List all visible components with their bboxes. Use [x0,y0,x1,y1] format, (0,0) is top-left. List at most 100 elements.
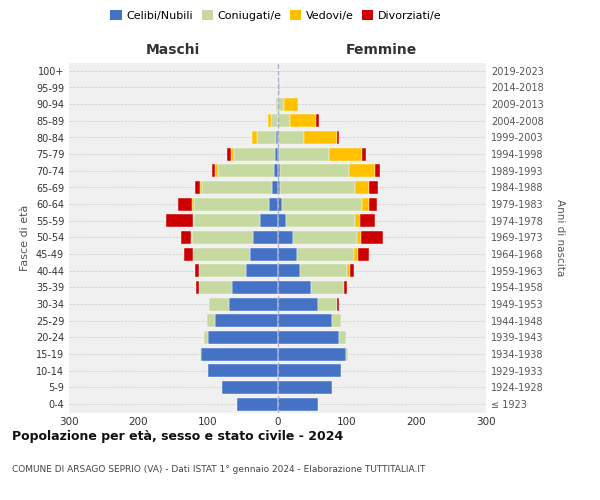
Bar [280,181,355,194]
Bar [253,231,277,244]
Bar [257,131,276,144]
Bar [215,314,277,328]
Bar [337,131,338,144]
Bar [368,198,377,210]
Bar [277,148,279,160]
Bar [277,381,332,394]
Bar [271,114,277,128]
Text: Femmine: Femmine [346,44,418,58]
Bar [293,231,357,244]
Bar [208,364,277,378]
Bar [194,214,260,228]
Bar [358,248,369,260]
Bar [355,181,369,194]
Bar [304,131,337,144]
Bar [277,231,293,244]
Bar [253,131,257,144]
Bar [277,364,341,378]
Bar [200,348,201,360]
Bar [318,298,337,310]
Bar [209,298,229,310]
Bar [344,281,347,294]
Bar [350,264,354,278]
Bar [276,131,277,144]
Bar [277,398,318,410]
Bar [237,398,277,410]
Bar [277,348,346,360]
Bar [250,248,277,260]
Bar [166,214,193,228]
Bar [277,131,304,144]
Text: Popolazione per età, sesso e stato civile - 2024: Popolazione per età, sesso e stato civil… [12,430,343,443]
Bar [232,281,277,294]
Bar [355,214,359,228]
Bar [280,164,349,177]
Bar [362,198,368,210]
Bar [316,114,319,128]
Legend: Celibi/Nubili, Coniugati/e, Vedovi/e, Divorziati/e: Celibi/Nubili, Coniugati/e, Vedovi/e, Di… [106,6,446,25]
Bar [277,314,332,328]
Bar [277,81,279,94]
Bar [277,264,300,278]
Bar [354,248,358,260]
Bar [277,98,284,110]
Bar [279,81,280,94]
Bar [337,298,338,310]
Bar [208,331,277,344]
Text: COMUNE DI ARSAGO SEPRIO (VA) - Dati ISTAT 1° gennaio 2024 - Elaborazione TUTTITA: COMUNE DI ARSAGO SEPRIO (VA) - Dati ISTA… [12,465,425,474]
Bar [359,214,375,228]
Bar [279,148,329,160]
Bar [234,148,275,160]
Bar [231,148,234,160]
Bar [193,214,194,228]
Bar [276,98,277,110]
Bar [204,331,208,344]
Text: Maschi: Maschi [146,44,200,58]
Bar [184,248,193,260]
Bar [284,98,298,110]
Bar [202,181,272,194]
Bar [193,248,250,260]
Bar [274,164,277,177]
Bar [199,264,246,278]
Bar [195,264,199,278]
Bar [362,148,367,160]
Bar [361,231,383,244]
Bar [196,181,200,194]
Bar [277,331,338,344]
Bar [376,164,380,177]
Bar [222,381,277,394]
Bar [275,148,277,160]
Bar [191,231,192,244]
Bar [277,164,280,177]
Bar [206,314,215,328]
Bar [346,348,349,360]
Bar [347,264,350,278]
Bar [277,114,290,128]
Bar [199,281,232,294]
Bar [277,248,297,260]
Bar [218,164,274,177]
Bar [178,198,192,210]
Bar [286,214,355,228]
Bar [215,164,218,177]
Bar [277,181,280,194]
Bar [332,314,341,328]
Bar [281,198,362,210]
Bar [201,348,277,360]
Bar [369,181,377,194]
Bar [272,181,277,194]
Bar [357,231,361,244]
Bar [349,164,376,177]
Bar [277,214,286,228]
Bar [277,281,311,294]
Bar [194,198,269,210]
Bar [269,198,277,210]
Bar [277,198,281,210]
Bar [300,264,347,278]
Bar [196,281,199,294]
Bar [192,231,253,244]
Bar [181,231,191,244]
Bar [329,148,362,160]
Bar [192,198,194,210]
